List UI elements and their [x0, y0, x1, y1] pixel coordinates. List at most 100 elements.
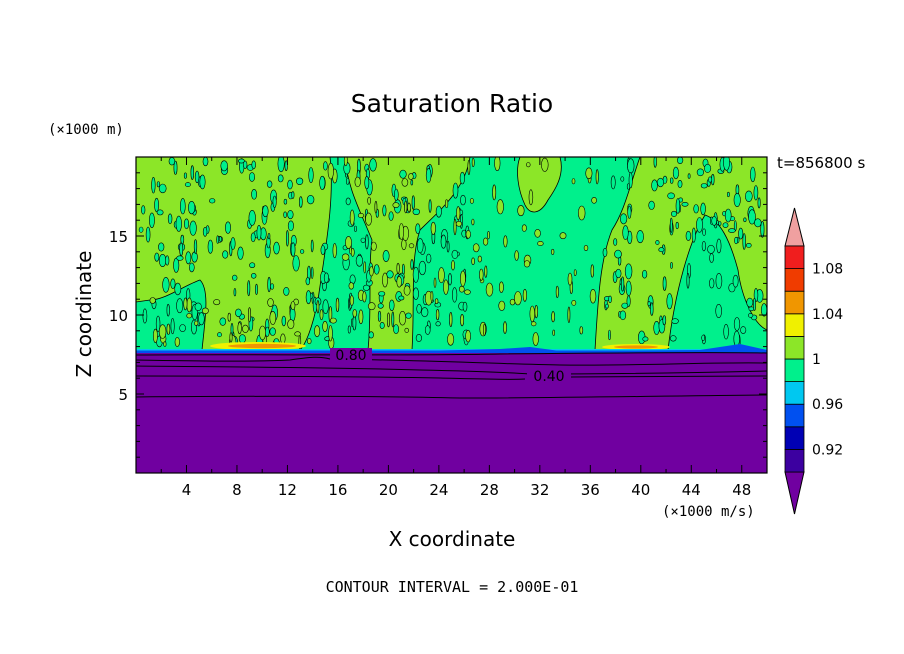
speckle — [233, 288, 237, 297]
y-tick-label: 5 — [118, 386, 128, 404]
speckle — [194, 302, 202, 311]
colorbar-tick-label: 1 — [812, 352, 821, 368]
speckle — [732, 274, 739, 288]
colorbar: 0.92 0.96 1 1.04 1.08 — [784, 207, 843, 515]
speckle — [733, 317, 741, 331]
speckle — [349, 209, 355, 226]
speckle — [425, 167, 432, 183]
speckle — [272, 195, 277, 208]
speckle — [158, 324, 167, 339]
speckle — [225, 221, 232, 234]
speckle — [194, 170, 200, 184]
speckle — [170, 318, 175, 335]
speckle — [369, 158, 377, 172]
speckle — [202, 157, 209, 167]
speckle — [222, 250, 229, 259]
speckle — [281, 315, 286, 327]
speckle — [256, 225, 262, 241]
colorbar-tick-label: 0.96 — [812, 397, 843, 413]
speckle — [483, 323, 486, 336]
speckle — [435, 309, 440, 321]
speckle — [138, 226, 144, 233]
speckle — [621, 302, 629, 309]
speckle — [186, 297, 193, 313]
speckle — [484, 265, 488, 278]
speckle — [374, 200, 378, 214]
speckle — [283, 198, 288, 205]
speckle — [448, 273, 452, 286]
speckle — [428, 199, 432, 213]
speckle — [709, 253, 714, 263]
speckle — [189, 220, 197, 236]
speckle — [341, 253, 350, 261]
speckle — [180, 198, 186, 215]
speckle — [267, 276, 271, 293]
speckle — [608, 295, 612, 303]
speckle — [433, 277, 437, 288]
speckle — [273, 241, 280, 255]
speckle — [183, 172, 187, 179]
speckle — [666, 293, 673, 310]
speckle — [292, 255, 300, 272]
speckle — [188, 201, 196, 215]
speckle — [472, 243, 480, 253]
speckle — [398, 223, 405, 240]
x-tick-label: 20 — [379, 481, 398, 499]
colorbar-band — [784, 448, 805, 473]
speckle — [405, 312, 412, 319]
speckle — [412, 208, 420, 216]
speckle — [738, 227, 744, 240]
speckle — [410, 179, 414, 186]
speckle — [647, 301, 651, 307]
speckle — [460, 194, 466, 206]
speckle — [251, 160, 256, 170]
speckle — [669, 177, 674, 184]
speckle — [308, 167, 314, 183]
speckle — [287, 220, 294, 232]
speckle — [636, 230, 644, 244]
contour-label-group-1: 0.80 — [330, 348, 372, 364]
speckle — [687, 173, 691, 179]
speckle — [162, 276, 170, 293]
speckle — [523, 260, 531, 268]
speckle — [345, 236, 352, 249]
speckle — [391, 311, 395, 328]
speckle — [151, 177, 156, 194]
speckle — [458, 285, 465, 293]
speckle — [270, 283, 275, 290]
speckle — [526, 162, 531, 168]
speckle — [537, 241, 544, 247]
colorbar-tick-label: 1.04 — [812, 307, 843, 323]
speckle — [220, 160, 228, 172]
speckle — [408, 243, 415, 249]
peak-core-right — [614, 345, 658, 349]
colorbar-above-arrow — [784, 207, 805, 247]
speckle — [447, 333, 455, 346]
speckle — [653, 320, 660, 335]
speckle — [166, 323, 171, 335]
speckle — [700, 202, 706, 216]
speckle — [514, 291, 522, 306]
speckle — [662, 315, 667, 326]
speckle — [610, 175, 616, 190]
speckle — [369, 266, 374, 277]
speckle — [620, 176, 625, 182]
speckle — [453, 218, 457, 236]
speckle — [487, 231, 490, 240]
speckle — [589, 289, 597, 304]
speckle — [166, 303, 170, 317]
speckle — [332, 243, 337, 259]
y-unit-label: (×1000 m) — [48, 122, 124, 138]
speckle — [227, 312, 232, 322]
x-tick-label: 8 — [232, 481, 242, 499]
speckle — [362, 284, 370, 291]
contour-label-040: 0.40 — [533, 369, 564, 385]
speckle — [323, 272, 329, 284]
speckle — [709, 278, 715, 289]
speckle — [744, 190, 753, 203]
colorbar-band — [784, 290, 805, 315]
band-wavy — [136, 344, 767, 354]
speckle — [534, 229, 541, 238]
speckle — [483, 237, 489, 246]
x-tick-label: 40 — [631, 481, 650, 499]
